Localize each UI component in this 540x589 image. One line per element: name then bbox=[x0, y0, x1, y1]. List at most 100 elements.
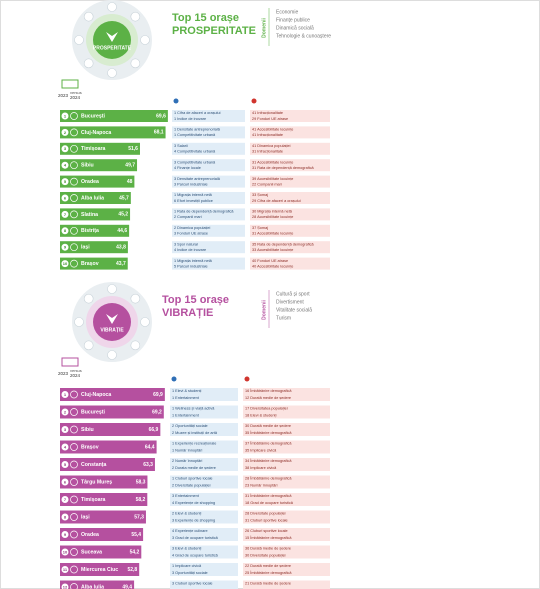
score: 44,6 bbox=[117, 228, 127, 234]
weakness-item: 26 Cluburi sportive locale bbox=[245, 529, 288, 533]
domain-item: Finanțe publice bbox=[276, 17, 310, 23]
wheel-icon bbox=[107, 284, 117, 294]
rank: 1 bbox=[64, 392, 67, 397]
section-title: Top 15 orașe bbox=[172, 12, 239, 24]
weakness-item: 41 Infracționalitate bbox=[252, 133, 283, 137]
strength-box bbox=[170, 423, 238, 436]
strength-item: 4 Experiențe de shopping bbox=[172, 501, 215, 505]
strength-item: 3 Cluburi sportive locale bbox=[172, 582, 213, 586]
weakness-box bbox=[250, 159, 330, 172]
weakness-item: 28 Îmbătrânire demografică bbox=[245, 476, 292, 481]
score: 68,1 bbox=[154, 130, 164, 136]
weakness-icon bbox=[244, 376, 250, 382]
trend-badge bbox=[70, 478, 78, 486]
weakness-box bbox=[243, 510, 330, 524]
weakness-item: 30 Migrația internă netă bbox=[252, 210, 293, 214]
score: 43,8 bbox=[116, 245, 126, 251]
weakness-item: 28 Accesibilitate locuințe bbox=[252, 215, 293, 219]
legend-year-a: 2023 bbox=[58, 371, 69, 376]
weakness-box bbox=[243, 493, 330, 506]
score-bar bbox=[60, 405, 164, 419]
score: 49,7 bbox=[125, 163, 135, 169]
strength-item: 2 Diversitate populației bbox=[172, 483, 211, 487]
rank-badge bbox=[61, 443, 69, 451]
score-bar bbox=[60, 563, 140, 576]
section-title: Top 15 orașe bbox=[162, 294, 229, 306]
score-bar bbox=[60, 142, 140, 155]
score-bar bbox=[60, 493, 148, 506]
weakness-item: 39 Accesibilitate locuințe bbox=[252, 177, 293, 181]
strength-icon bbox=[173, 98, 179, 104]
trend-badge bbox=[70, 390, 78, 399]
rank: 7 bbox=[64, 212, 67, 217]
legend-year-a: 2023 bbox=[58, 93, 69, 98]
weakness-item: 38 Implicare civică bbox=[245, 466, 277, 470]
weakness-item: 41 Infracționalitate bbox=[252, 111, 283, 115]
score-bar bbox=[60, 510, 146, 524]
weakness-item: 29 Fonduri UE atrase bbox=[252, 117, 288, 121]
rank: 10 bbox=[63, 261, 68, 266]
weakness-item: 17 Diversitatea populației bbox=[245, 407, 288, 411]
strength-item: 1 Elevi & studenți bbox=[172, 389, 201, 393]
weakness-box bbox=[243, 580, 330, 589]
weakness-item: 31 Rata de dependență demografică bbox=[252, 166, 315, 170]
rank-badge bbox=[61, 260, 69, 268]
strength-item: 1 Wellness și viață activă bbox=[172, 407, 215, 411]
weakness-item: 15 Îmbătrânire demografică bbox=[245, 535, 292, 540]
weakness-item: 40 Fonduri UE atrase bbox=[252, 259, 288, 263]
strength-item: 1 Rata de dependență demografică bbox=[174, 210, 234, 214]
strength-item: 4 Indice de inovare bbox=[174, 248, 206, 252]
score-bar bbox=[60, 192, 131, 204]
strength-box bbox=[170, 528, 238, 541]
rank-badge bbox=[61, 194, 69, 202]
strength-item: 3 Densitate antreprenorială bbox=[174, 177, 221, 181]
city: Oradea bbox=[81, 179, 99, 185]
score-bar bbox=[60, 110, 168, 122]
rank-badge bbox=[61, 583, 69, 589]
city: București bbox=[81, 409, 105, 415]
trend-badge bbox=[70, 565, 78, 574]
weakness-box bbox=[250, 257, 330, 270]
city: Constanța bbox=[81, 462, 106, 468]
rank-badge bbox=[61, 210, 69, 218]
wheel-label: PROSPERITATE bbox=[93, 45, 132, 51]
city: Târgu Mureș bbox=[81, 479, 112, 485]
strength-box bbox=[172, 175, 245, 188]
weakness-item: 22 Companii mari bbox=[252, 182, 282, 186]
legend-icon bbox=[61, 357, 79, 367]
weakness-item: 37 Îmbătrânire demografică bbox=[245, 441, 292, 446]
score-bar bbox=[60, 423, 161, 436]
rank-badge bbox=[61, 391, 69, 398]
rank: 8 bbox=[64, 514, 67, 519]
weakness-item: 34 Îmbătrânire demografică bbox=[245, 458, 292, 463]
weakness-item: 31 Îmbătrânire demografică bbox=[245, 493, 292, 498]
rank: 5 bbox=[64, 179, 67, 184]
strength-item: 1 Densitate antreprenorială bbox=[174, 128, 221, 132]
domain-item: Dinamică socială bbox=[276, 25, 314, 31]
score: 55,4 bbox=[131, 532, 141, 538]
strength-box bbox=[170, 510, 238, 524]
rank-badge bbox=[61, 513, 69, 521]
weakness-item: 40 Accesibilitate locuințe bbox=[252, 264, 293, 268]
score-bar bbox=[60, 126, 166, 139]
weakness-item: 33 Șomaj bbox=[252, 193, 268, 197]
weakness-item: 22 Durată medie de ședere bbox=[245, 564, 291, 568]
rank: 9 bbox=[64, 532, 67, 537]
score-bar bbox=[60, 458, 155, 471]
rank-badge bbox=[61, 112, 69, 120]
domain-item: Tehnologie & cunoaștere bbox=[276, 33, 331, 39]
city: Iași bbox=[81, 245, 90, 251]
legend-icon bbox=[61, 79, 79, 89]
city: Cluj-Napoca bbox=[81, 392, 111, 398]
rank: 2 bbox=[64, 130, 67, 135]
weakness-item: 35 Implicare civică bbox=[245, 448, 277, 452]
weakness-item: 31 Accesibilitate locuințe bbox=[252, 232, 293, 236]
weakness-item: 36 Durată medie de ședere bbox=[245, 547, 291, 551]
wheel-icon bbox=[83, 340, 94, 351]
weakness-item: 31 Infracționalitate bbox=[252, 150, 283, 154]
weakness-box bbox=[243, 528, 330, 541]
strength-box bbox=[172, 224, 245, 237]
score-bar bbox=[60, 208, 131, 221]
score-bar bbox=[60, 528, 144, 541]
strength-item: 3 Parcuri industriale bbox=[174, 182, 208, 186]
